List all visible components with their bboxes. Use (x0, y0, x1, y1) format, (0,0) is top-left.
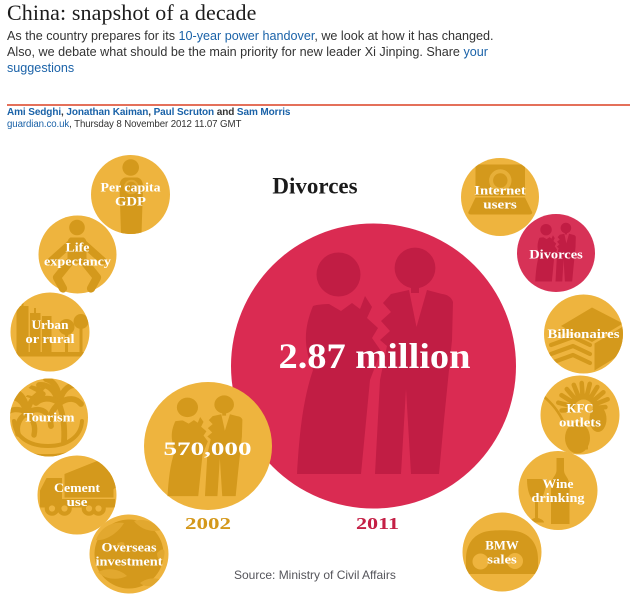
svg-text:sales: sales (487, 553, 517, 567)
svg-text:outlets: outlets (559, 416, 601, 430)
svg-text:Cement: Cement (54, 481, 101, 495)
svg-text:BMW: BMW (485, 539, 519, 553)
svg-text:2011: 2011 (356, 514, 399, 533)
svg-text:Tourism: Tourism (24, 411, 76, 425)
svg-text:use: use (67, 495, 89, 509)
svg-text:users: users (483, 198, 517, 212)
svg-text:investment: investment (96, 555, 164, 569)
svg-text:Divorces: Divorces (272, 174, 357, 199)
svg-text:expectancy: expectancy (44, 255, 112, 269)
svg-text:Internet: Internet (474, 184, 526, 198)
svg-text:2002: 2002 (185, 514, 231, 533)
svg-text:GDP: GDP (115, 195, 146, 209)
svg-text:570,000: 570,000 (164, 439, 252, 460)
svg-text:2.87 million: 2.87 million (279, 336, 471, 376)
svg-text:Per capita: Per capita (101, 181, 162, 195)
svg-text:KFC: KFC (567, 402, 594, 416)
svg-text:Urban: Urban (32, 318, 69, 332)
svg-text:Wine: Wine (543, 477, 574, 491)
svg-text:Overseas: Overseas (102, 541, 157, 555)
svg-text:Source: Ministry of Civil Affa: Source: Ministry of Civil Affairs (234, 568, 396, 582)
svg-text:Billionaires: Billionaires (548, 327, 620, 341)
svg-text:Divorces: Divorces (529, 248, 583, 262)
svg-text:or rural: or rural (26, 332, 76, 346)
svg-text:drinking: drinking (532, 491, 586, 505)
svg-text:Life: Life (66, 241, 90, 255)
